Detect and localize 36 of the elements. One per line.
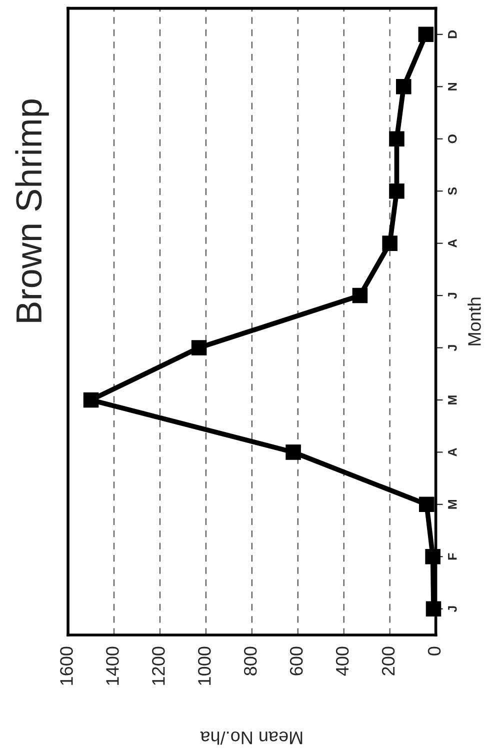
x-tick-label: 1200: [152, 646, 165, 685]
point: [418, 496, 434, 512]
x-tick-label: 200: [382, 646, 395, 676]
x-tick-label: 1600: [60, 646, 73, 685]
point: [191, 340, 207, 356]
y-tick-label: S: [448, 187, 457, 195]
x-tick-label: 400: [336, 646, 349, 676]
x-tick-label: 600: [290, 646, 303, 676]
x-tick-label: 1000: [198, 646, 211, 685]
point: [352, 288, 368, 304]
point: [426, 601, 442, 616]
x-tick-label: 0: [428, 646, 441, 656]
point: [418, 26, 434, 42]
point: [83, 392, 99, 408]
x-tick-label: 800: [244, 646, 257, 676]
point: [425, 548, 440, 564]
y-tick-label: F: [448, 553, 457, 560]
y-tick-label: M: [448, 396, 457, 404]
text: Brown Shrimp: [15, 100, 49, 322]
y-tick-label: A: [448, 448, 457, 456]
x-axis-title: Mean No./ha: [200, 731, 302, 745]
y-tick-label: D: [448, 30, 457, 38]
y-axis-title: Month: [468, 298, 481, 346]
x-tick-label: 1400: [106, 646, 119, 685]
y-tick-label: J: [448, 606, 457, 612]
point: [389, 131, 404, 146]
point: [396, 78, 412, 94]
y-tick-label: O: [448, 134, 457, 144]
y-tick-label: J: [448, 292, 457, 299]
point: [382, 236, 398, 251]
point: [389, 183, 404, 199]
y-tick-label: M: [448, 500, 457, 509]
y-tick-label: N: [448, 82, 457, 90]
point: [286, 444, 301, 460]
y-tick-label: J: [448, 345, 457, 352]
y-tick-label: A: [448, 239, 457, 248]
